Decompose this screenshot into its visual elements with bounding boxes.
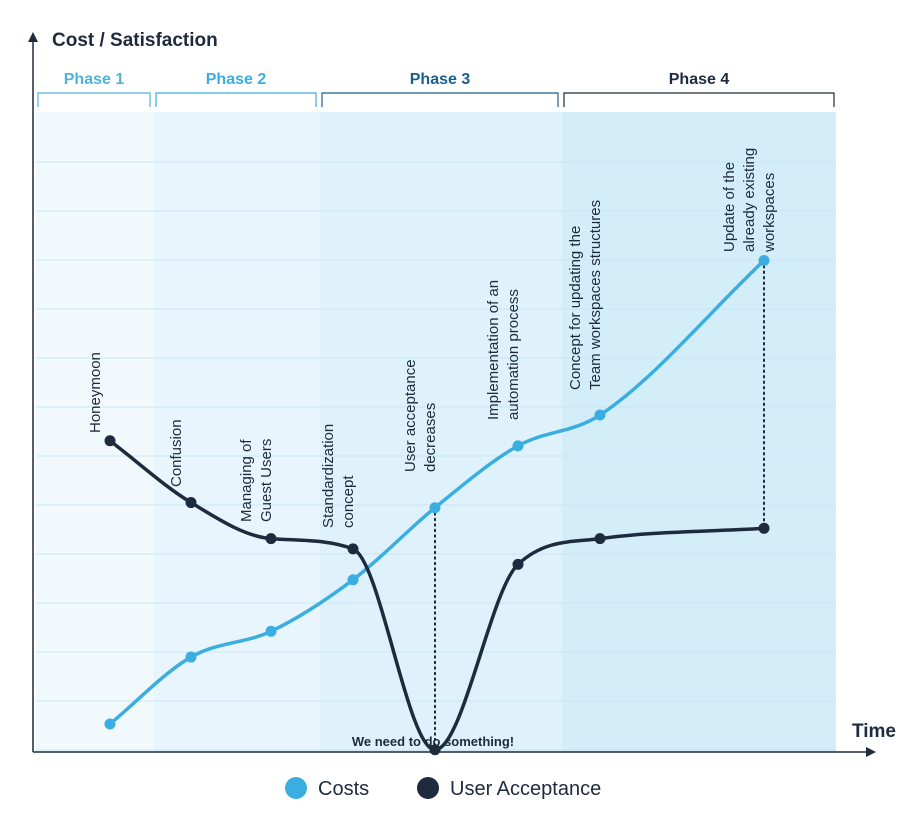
annotation-label-4: Standardization concept (320, 424, 357, 528)
annotation-label-8: Update of the already existing workspaces (721, 148, 778, 253)
phase-bracket-3 (321, 92, 559, 107)
user-acceptance-point-5 (429, 744, 441, 756)
y-axis-arrow (28, 32, 38, 42)
phase-bracket-4 (563, 92, 835, 107)
phase-brackets: Phase 1 Phase 2 Phase 3 Phase 4 (37, 71, 835, 107)
phase-label-1: Phase 1 (64, 71, 125, 88)
phase-band-4 (562, 112, 836, 752)
phase-label-4: Phase 4 (669, 71, 730, 88)
dotted-guides (434, 259, 765, 751)
phase-band-1 (36, 112, 154, 752)
annotation-label-3: Managing of Guest Users (238, 439, 275, 522)
legend-label-user-acceptance: User Acceptance (450, 778, 601, 800)
series-lines (108, 258, 766, 752)
costs-point-7 (594, 409, 606, 421)
phase-label-2: Phase 2 (206, 71, 267, 88)
x-axis-arrow (866, 747, 876, 757)
user-acceptance-point-8 (758, 522, 770, 534)
user-acceptance-point-1 (104, 435, 116, 447)
costs-point-2 (185, 651, 197, 663)
costs-point-5 (429, 502, 441, 514)
costs-point-4 (347, 574, 359, 586)
user-acceptance-point-3 (265, 533, 277, 545)
phase-label-3: Phase 3 (410, 71, 471, 88)
phase-band-3 (320, 112, 562, 752)
costs-point-1 (104, 718, 116, 730)
annotation-labels: Honeymoon Confusion Managing of Guest Users… (87, 148, 778, 528)
annotation-label-5: User acceptance decreases (402, 359, 439, 472)
costs-point-6 (512, 440, 524, 452)
user-acceptance-point-4 (347, 543, 359, 555)
user-acceptance-point-6 (512, 558, 524, 570)
series-points (104, 255, 770, 756)
legend-swatch-user-acceptance (417, 777, 439, 799)
legend: Costs User Acceptance (285, 777, 601, 800)
x-axis-label: Time (852, 721, 896, 742)
legend-label-costs: Costs (318, 778, 369, 800)
note-label: We need to do something! (352, 734, 514, 749)
phase-bands (36, 112, 836, 752)
axes (28, 32, 876, 757)
annotation-label-2: Confusion (168, 419, 185, 487)
costs-point-8 (758, 255, 770, 266)
phase-bracket-1 (37, 92, 151, 107)
user-acceptance-point-2 (185, 497, 197, 509)
phase-bracket-2 (155, 92, 317, 107)
legend-swatch-costs (285, 777, 307, 799)
annotation-label-1: Honeymoon (87, 352, 104, 433)
series-line-costs (108, 258, 766, 726)
y-axis-label: Cost / Satisfaction (52, 30, 218, 51)
phase-band-2 (154, 112, 320, 752)
annotation-label-6: Implementation of an automation process (485, 280, 522, 420)
costs-point-3 (265, 625, 277, 637)
annotation-label-7: Concept for updating the Team workspaces … (567, 200, 604, 390)
user-acceptance-point-7 (594, 533, 606, 545)
series-line-user-acceptance (108, 439, 766, 752)
